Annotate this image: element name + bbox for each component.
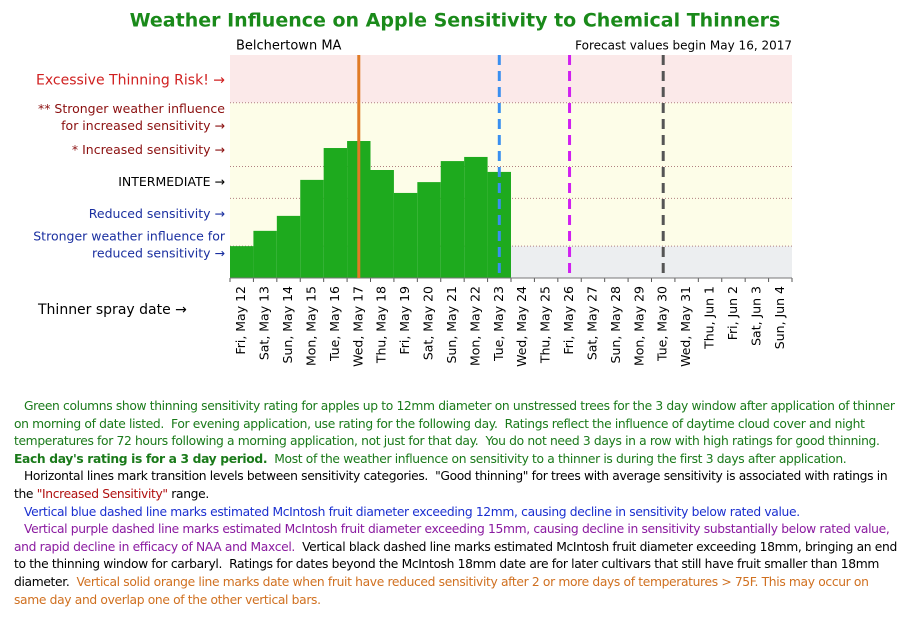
note-text: Vertical black dashed line marks estimat… xyxy=(14,539,901,589)
y-tick-label: Reduced sensitivity → xyxy=(89,206,225,221)
x-tick-label: Fri, May 12 xyxy=(233,286,248,355)
x-tick-label: Thu, May 25 xyxy=(538,286,553,364)
note-text: "Increased Sensitivity" xyxy=(36,486,168,501)
note-text: Horizontal lines mark transition levels … xyxy=(14,469,891,501)
bar xyxy=(300,179,324,278)
y-tick-label: Stronger weather influence for xyxy=(33,229,226,244)
note-paragraph: Green columns show thinning sensitivity … xyxy=(14,398,904,468)
x-tick-label: Wed, May 31 xyxy=(678,286,693,367)
x-tick-label: Mon, May 22 xyxy=(467,286,482,366)
x-tick-label: Sat, May 20 xyxy=(421,286,436,360)
x-tick-label: Sun, May 21 xyxy=(444,286,459,363)
x-tick-label: Fri, May 26 xyxy=(561,286,576,355)
x-tick-label: Thu, May 18 xyxy=(374,286,389,364)
x-tick-label: Sat, Jun 3 xyxy=(748,286,763,346)
x-tick-label: Wed, May 24 xyxy=(514,286,529,367)
x-tick-label: Thu, Jun 1 xyxy=(702,286,717,350)
x-tick-label: Tue, May 16 xyxy=(327,286,342,362)
band-excessive xyxy=(230,55,792,103)
x-tick-label: Fri, May 19 xyxy=(397,286,412,355)
y-tick-label: INTERMEDIATE → xyxy=(118,174,225,189)
note-paragraph: Horizontal lines mark transition levels … xyxy=(14,468,904,503)
bar xyxy=(393,192,418,278)
note-text: Most of the weather influence on sensiti… xyxy=(267,451,847,466)
bar xyxy=(440,161,465,278)
bar xyxy=(464,156,488,278)
chart-title: Weather Influence on Apple Sensitivity t… xyxy=(130,10,781,32)
forecast-note: Forecast values begin May 16, 2017 xyxy=(575,39,792,53)
y-tick-label: * Increased sensitivity → xyxy=(72,142,225,157)
note-text: range. xyxy=(167,486,209,501)
chart: Weather Influence on Apple Sensitivity t… xyxy=(33,10,793,367)
note-paragraph: Vertical blue dashed line marks estimate… xyxy=(14,504,904,522)
bar xyxy=(370,170,394,278)
y-tick-label: Excessive Thinning Risk! → xyxy=(36,72,225,88)
note-text: Green columns show thinning sensitivity … xyxy=(14,399,899,449)
x-tick-label: Sat, May 27 xyxy=(584,286,599,360)
x-tick-label: Tue, May 30 xyxy=(655,286,670,362)
bar xyxy=(417,182,441,278)
x-axis-label: Thinner spray date → xyxy=(37,302,187,318)
note-paragraph: Vertical purple dashed line marks estima… xyxy=(14,521,904,609)
x-tick-label: Tue, May 23 xyxy=(491,286,506,362)
note-text: Each day's rating is for a 3 day period. xyxy=(14,451,268,466)
y-tick-label: for increased sensitivity → xyxy=(61,118,225,133)
x-tick-label: Sat, May 13 xyxy=(257,286,272,360)
bar xyxy=(323,148,348,278)
note-text: Vertical solid orange line marks date wh… xyxy=(14,574,873,607)
x-tick-label: Sun, May 28 xyxy=(608,286,623,363)
x-tick-label: Mon, May 15 xyxy=(303,286,318,366)
bar xyxy=(276,215,301,278)
location: Belchertown MA xyxy=(236,39,342,54)
bar xyxy=(253,230,277,278)
bar xyxy=(230,246,254,278)
x-tick-label: Wed, May 17 xyxy=(350,286,365,367)
note-text: Vertical purple dashed line marks estima… xyxy=(14,522,893,554)
x-tick-label: Sun, Jun 4 xyxy=(772,286,787,349)
y-tick-label: ** Stronger weather influence xyxy=(38,101,225,116)
x-tick-label: Fri, Jun 2 xyxy=(725,286,740,340)
notes: Green columns show thinning sensitivity … xyxy=(14,398,904,609)
x-tick-label: Sun, May 14 xyxy=(280,286,295,363)
y-tick-label: reduced sensitivity → xyxy=(92,246,225,261)
note-text: Vertical blue dashed line marks estimate… xyxy=(24,504,800,519)
x-tick-label: Mon, May 29 xyxy=(631,286,646,366)
